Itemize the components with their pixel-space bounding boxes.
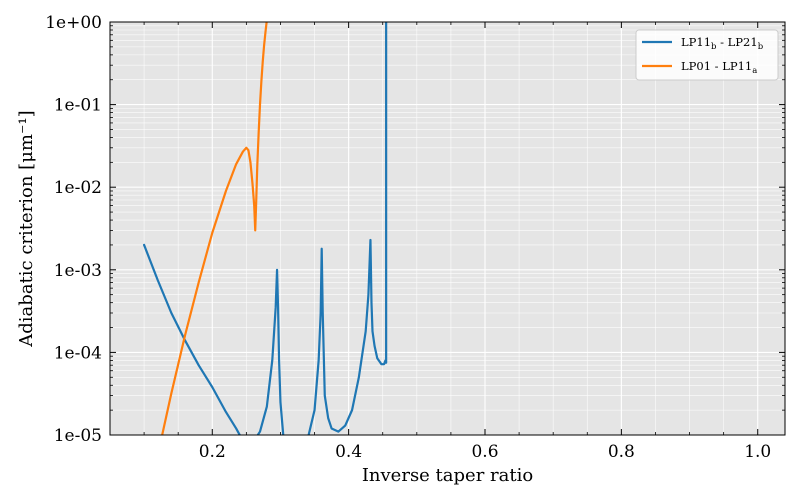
legend-label-1: LP11b - LP21b <box>681 35 764 52</box>
y-tick-label: 1e+00 <box>45 13 102 33</box>
plot-frame <box>109 21 786 436</box>
series-layer <box>142 22 388 435</box>
y-tick-label: 1e-02 <box>54 178 102 198</box>
x-tick-label: 0.8 <box>608 442 635 462</box>
x-tick-label: 0.6 <box>471 442 498 462</box>
plot-area <box>110 22 785 435</box>
axis-tick-labels: 1e-05 1e-04 1e-03 1e-02 1e-01 1e+00 0.2 0.4 0.6 0… <box>45 13 771 462</box>
axis-ticks <box>110 21 785 436</box>
legend: LP11b - LP21b LP01 - LP11a <box>635 29 779 81</box>
series-line-2 <box>161 22 268 435</box>
legend-label-2: LP01 - LP11a <box>681 59 757 76</box>
series-line-1 <box>142 22 388 435</box>
y-tick-label: 1e-03 <box>54 261 102 281</box>
x-tick-label: 0.4 <box>335 442 362 462</box>
x-tick-label: 0.2 <box>199 442 226 462</box>
y-tick-label: 1e-01 <box>54 96 102 116</box>
major-gridlines <box>110 22 785 435</box>
y-tick-label: 1e-05 <box>54 426 102 446</box>
y-tick-label: 1e-04 <box>54 343 102 363</box>
y-axis-title: Adiabatic criterion [μm⁻¹] <box>16 110 37 347</box>
x-axis-title: Inverse taper ratio <box>362 465 533 486</box>
x-tick-label: 1.0 <box>744 442 771 462</box>
